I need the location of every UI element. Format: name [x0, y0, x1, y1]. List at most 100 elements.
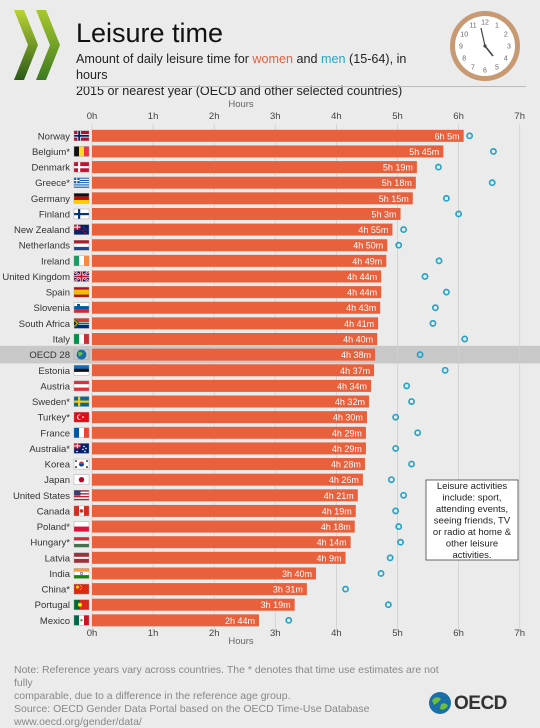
point-men — [392, 507, 400, 515]
point-men — [489, 147, 497, 155]
clock-number: 12 — [481, 20, 489, 27]
bar-women — [92, 567, 317, 580]
clock-number: 9 — [459, 44, 463, 51]
x-tick-label-bottom: 3h — [270, 628, 281, 639]
point-men — [400, 491, 408, 499]
clock-number: 3 — [507, 44, 511, 51]
bar-women — [92, 145, 444, 158]
x-tick-label-bottom: 2h — [209, 628, 220, 639]
category-label: Canada — [37, 506, 71, 517]
bar-women — [92, 411, 367, 424]
category-label: Poland* — [37, 522, 71, 533]
flag-icon-slovenia — [73, 302, 90, 313]
point-men — [387, 476, 395, 484]
bar-data-label: 5h 19m — [383, 163, 413, 173]
flag-icon-finland — [73, 208, 90, 220]
subtitle-men: men — [321, 52, 346, 66]
x-tick-label-top: 2h — [209, 111, 220, 122]
category-label: Greece* — [35, 178, 70, 189]
subtitle-women: women — [252, 52, 293, 66]
x-tick-label-bottom: 0h — [87, 628, 98, 639]
category-label: Portugal — [35, 600, 70, 611]
point-men — [395, 241, 403, 249]
point-men — [403, 382, 411, 390]
category-label: Netherlands — [19, 241, 70, 252]
annotation-box — [425, 479, 519, 561]
category-label: China* — [41, 585, 70, 596]
bar-women — [92, 192, 413, 205]
clock-hour-hand — [484, 45, 494, 57]
subtitle: Amount of daily leisure time for women a… — [76, 52, 407, 98]
point-men — [442, 288, 450, 296]
bar-women — [92, 504, 356, 517]
flag-icon-france — [73, 427, 90, 438]
bar-women — [92, 239, 388, 252]
clock-number: 4 — [504, 56, 508, 63]
x-tick-label-bottom: 4h — [331, 628, 342, 639]
bar-women — [92, 442, 366, 455]
bar-data-label: 3h 40m — [282, 569, 312, 579]
clock-number: 1 — [495, 23, 499, 30]
bar-data-label: 5h 15m — [379, 194, 409, 204]
category-label: Finland — [39, 209, 70, 220]
category-label: India — [49, 569, 70, 580]
flag-icon-south-africa — [73, 318, 90, 329]
bar-women — [92, 395, 369, 408]
flag-icon-spain — [73, 286, 90, 298]
flag-icon-norway — [73, 130, 90, 142]
flag-icon-hungary — [73, 536, 90, 548]
bar-data-label: 4h 41m — [344, 319, 374, 329]
point-men — [441, 366, 449, 374]
flag-icon-ireland — [73, 255, 90, 267]
category-label: Slovenia — [34, 303, 71, 314]
flag-icon-australia — [73, 443, 90, 454]
globe-icon — [429, 692, 451, 714]
clock-pin — [483, 44, 487, 48]
bar-data-label: 4h 55m — [358, 225, 388, 235]
flag-icon-canada — [73, 505, 90, 517]
x-tick-label-top: 0h — [87, 111, 98, 122]
bar-data-label: 4h 26m — [329, 475, 359, 485]
bar-data-label: 6h 5m — [435, 131, 460, 141]
category-label: South Africa — [19, 319, 71, 330]
x-tick-label-top: 7h — [514, 111, 525, 122]
point-men — [395, 523, 403, 531]
clock-minute-hand — [480, 27, 486, 47]
bar-women — [92, 286, 382, 299]
bar-women — [92, 458, 365, 471]
x-tick-label-top: 5h — [392, 111, 403, 122]
point-men — [285, 616, 293, 624]
bar-data-label: 4h 34m — [337, 381, 367, 391]
flag-icon-netherlands — [73, 240, 90, 251]
category-label: Japan — [44, 475, 70, 486]
flag-icon-estonia — [73, 365, 90, 376]
category-label: Turkey* — [38, 413, 71, 424]
point-men — [342, 585, 350, 593]
bar-women — [92, 176, 416, 189]
bar-data-label: 4h 19m — [322, 506, 352, 516]
category-label: Spain — [46, 288, 70, 299]
bar-women — [92, 207, 401, 220]
flag-icon-portugal — [73, 599, 90, 610]
bar-women — [92, 598, 295, 611]
bar-data-label: 4h 44m — [347, 272, 377, 282]
category-label: Ireland — [41, 256, 70, 267]
bar-data-label: 3h 19m — [261, 600, 291, 610]
bar-data-label: 2h 44m — [225, 616, 255, 626]
point-men — [488, 179, 496, 187]
flag-icon-new-zealand — [73, 224, 90, 235]
bar-data-label: 4h 43m — [346, 303, 376, 313]
category-label: Latvia — [45, 553, 71, 564]
x-tick-label-top: 3h — [270, 111, 281, 122]
bar-women — [92, 473, 363, 486]
bar-data-label: 4h 28m — [331, 460, 361, 470]
flag-icon-oecd — [73, 349, 90, 360]
bar-data-label: 4h 29m — [332, 444, 362, 454]
flag-icon-greece — [73, 177, 90, 188]
bar-data-label: 4h 21m — [324, 491, 354, 501]
flag-icon-japan — [73, 474, 90, 485]
bar-data-label: 5h 3m — [372, 209, 397, 219]
category-label: Korea — [45, 460, 71, 471]
bar-data-label: 4h 40m — [343, 335, 373, 345]
